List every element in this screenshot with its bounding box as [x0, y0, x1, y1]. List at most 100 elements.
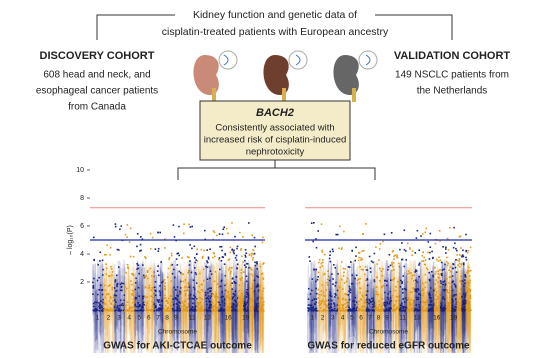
dot: [130, 228, 132, 230]
x-tick-label: 11: [399, 315, 406, 322]
dot: [397, 257, 399, 259]
dot: [423, 260, 425, 262]
dot: [222, 256, 224, 258]
dot: [439, 230, 441, 232]
dot: [334, 296, 336, 298]
dot: [458, 261, 460, 263]
dot: [415, 252, 417, 254]
dot: [135, 278, 137, 280]
dot: [221, 260, 223, 262]
dot: [134, 310, 136, 312]
dot-base: [351, 263, 352, 313]
dot-base: [392, 284, 393, 334]
dot-base: [220, 292, 221, 342]
dot-base: [449, 262, 450, 312]
dot: [410, 292, 412, 294]
dot: [377, 263, 379, 265]
dot: [224, 305, 226, 307]
x-tick-label: 9: [174, 315, 178, 322]
dot: [131, 273, 133, 275]
dot-base: [414, 288, 415, 338]
dot: [201, 249, 203, 251]
dot: [214, 232, 216, 234]
dot: [404, 230, 406, 232]
dot: [461, 256, 463, 258]
x-tick-label: 4: [341, 315, 345, 322]
dot: [196, 248, 198, 250]
dot: [330, 261, 332, 263]
finding-line: Consistently associated with: [215, 123, 334, 134]
dot: [252, 259, 254, 261]
dot: [442, 298, 444, 300]
dot: [216, 235, 218, 237]
dot: [219, 269, 221, 271]
dot: [387, 269, 389, 271]
dot: [432, 258, 434, 260]
x-tick-label: 4: [127, 315, 131, 322]
dot: [126, 236, 128, 238]
dot: [181, 257, 183, 259]
dot: [186, 310, 188, 312]
dot: [435, 243, 437, 245]
dot: [329, 251, 331, 253]
dot-base: [255, 292, 256, 342]
dot: [171, 255, 173, 257]
dot-base: [100, 277, 101, 327]
x-tick-label: 9: [385, 315, 389, 322]
dot: [317, 230, 319, 232]
dot: [372, 298, 374, 300]
dot: [235, 257, 237, 259]
dot: [110, 302, 112, 304]
dot: [140, 250, 142, 252]
dot: [164, 247, 166, 249]
dot: [424, 232, 426, 234]
dot-base: [331, 265, 332, 315]
header-line: Kidney function and genetic data of: [193, 9, 357, 21]
dot: [358, 308, 360, 310]
dot: [191, 272, 193, 274]
dot: [168, 259, 170, 261]
dot-base: [215, 272, 216, 322]
dot: [262, 242, 264, 244]
dot: [172, 298, 174, 300]
x-tick-label: 11: [189, 315, 196, 322]
dot: [133, 256, 135, 258]
dot: [462, 254, 464, 256]
dot: [158, 248, 160, 250]
dot: [401, 242, 403, 244]
dot: [246, 252, 248, 254]
dot: [430, 233, 432, 235]
dot: [465, 257, 467, 259]
x-tick-label: 6: [359, 315, 363, 322]
dot: [231, 282, 233, 284]
dot: [214, 256, 216, 258]
dot: [421, 261, 423, 263]
dot: [337, 234, 339, 236]
dot: [182, 273, 184, 275]
dot: [401, 283, 403, 285]
dot: [460, 304, 462, 306]
dot-base: [260, 272, 261, 322]
dot: [386, 280, 388, 282]
dot: [131, 284, 133, 286]
dot: [441, 275, 443, 277]
x-tick-label: 8: [377, 315, 381, 322]
dot: [436, 259, 438, 261]
dot: [245, 255, 247, 257]
dot-base: [165, 284, 166, 334]
dot: [199, 297, 201, 299]
dot: [465, 234, 467, 236]
dot: [172, 264, 174, 266]
dot: [226, 228, 228, 230]
dot: [416, 237, 418, 239]
dot: [459, 263, 461, 265]
x-tick-label: 2: [321, 315, 325, 322]
dot: [438, 260, 440, 262]
x-tick-label: 5: [350, 315, 354, 322]
dot: [343, 268, 345, 270]
dot: [237, 246, 239, 248]
dot: [329, 258, 331, 260]
dot: [322, 262, 324, 264]
dot-base: [323, 287, 324, 337]
x-tick-label: 3: [331, 315, 335, 322]
